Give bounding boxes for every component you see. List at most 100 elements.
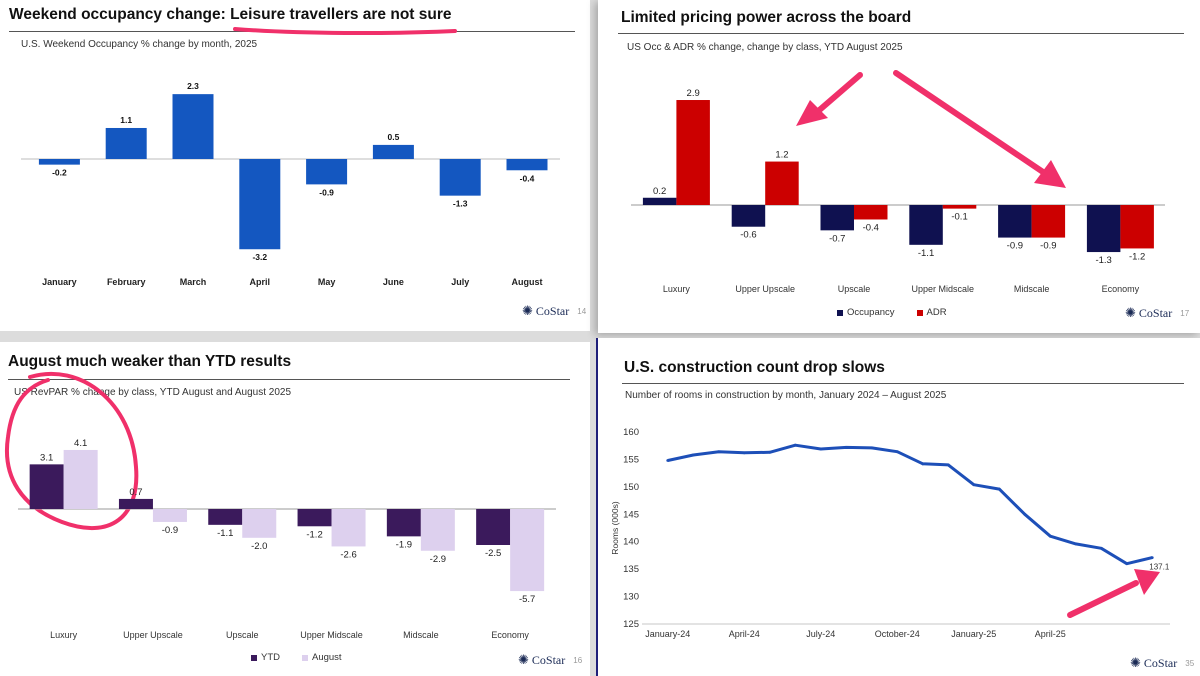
x-tick-october-24: October-24	[875, 629, 920, 639]
legend-label-ytd: YTD	[261, 652, 280, 663]
data-label-august-economy: -5.7	[519, 594, 535, 605]
bar-august	[506, 159, 548, 171]
x-tick-april: April	[250, 277, 271, 287]
bar-august-upper-upscale	[152, 509, 187, 522]
weekend-page-number: 14	[577, 306, 587, 316]
august-vs-ytd-panel: August much weaker than YTD results US R…	[0, 342, 590, 676]
data-label-august-luxury: 4.1	[74, 438, 87, 449]
legend-swatch-ytd	[251, 654, 257, 661]
arrow-annotation-icon	[796, 72, 863, 126]
x-tick-january: January	[42, 277, 77, 287]
data-label-occupancy-upper-midscale: -1.1	[918, 248, 934, 259]
bar-ytd-upper-midscale	[297, 509, 332, 527]
legend-label-august: August	[312, 652, 342, 663]
y-tick-155: 155	[623, 454, 639, 465]
data-label-august-upper-midscale: -2.6	[340, 549, 356, 560]
data-label-occupancy-economy: -1.3	[1095, 255, 1111, 266]
x-tick-luxury: Luxury	[50, 630, 78, 640]
pricing-brand: ✺ CoStar 17	[1125, 305, 1189, 321]
bar-ytd-luxury	[29, 464, 64, 509]
x-tick-upscale: Upscale	[226, 630, 259, 640]
data-label-adr-economy: -1.2	[1129, 251, 1145, 262]
data-label-ytd-luxury: 3.1	[40, 452, 53, 463]
data-point-2024-02	[691, 453, 695, 457]
data-point-2025-04	[1048, 534, 1052, 538]
x-tick-upper-midscale: Upper Midscale	[912, 284, 975, 294]
weekend-title-plain: Weekend occupancy change:	[9, 6, 231, 23]
y-tick-125: 125	[623, 619, 639, 630]
construction-page-number: 35	[1185, 658, 1195, 668]
construction-brand-name: CoStar	[1143, 655, 1178, 670]
x-tick-january-25: January-25	[951, 629, 996, 639]
x-tick-midscale: Midscale	[1014, 284, 1050, 294]
data-label-ytd-midscale: -1.9	[396, 539, 412, 550]
pricing-page-number: 17	[1180, 308, 1190, 318]
bar-adr-luxury	[676, 100, 710, 205]
bar-march	[172, 94, 214, 159]
bar-occupancy-midscale	[998, 205, 1032, 238]
data-label-august-upscale: -2.0	[251, 541, 267, 552]
circle-annotation-icon	[5, 371, 139, 531]
y-tick-130: 130	[623, 592, 639, 603]
data-label-june: 0.5	[387, 132, 399, 142]
weekend-underline-annotation	[233, 27, 457, 36]
bar-occupancy-economy	[1086, 205, 1121, 253]
x-tick-economy: Economy	[1102, 284, 1140, 294]
bar-august-luxury	[63, 449, 98, 509]
data-label-january: -0.2	[52, 168, 67, 178]
y-tick-150: 150	[623, 482, 639, 493]
bar-august-midscale	[420, 509, 455, 551]
august-legend: YTD August	[251, 652, 342, 663]
costar-logo-icon: ✺	[1130, 655, 1141, 670]
data-label-august-midscale: -2.9	[430, 554, 446, 565]
data-label-july: -1.3	[453, 199, 468, 209]
data-label-february: 1.1	[120, 115, 132, 125]
bar-ytd-midscale	[386, 509, 421, 537]
legend-item-adr: ADR	[916, 307, 947, 318]
data-point-2024-01	[666, 459, 670, 462]
august-subtitle: US RevPAR % change by class, YTD August …	[14, 387, 292, 398]
y-tick-145: 145	[623, 509, 639, 520]
construction-brand: ✺ CoStar 35	[1130, 655, 1194, 671]
data-label-occupancy-luxury: 0.2	[653, 186, 666, 197]
data-label-adr-upscale: -0.4	[863, 222, 879, 233]
bar-adr-midscale	[1031, 205, 1066, 238]
august-panel-title: August much weaker than YTD results	[8, 353, 292, 370]
construction-panel-title: U.S. construction count drop slows	[624, 359, 885, 376]
construction-series-line	[667, 443, 1153, 566]
bar-adr-upper-upscale	[765, 161, 799, 205]
data-label-occupancy-upscale: -0.7	[829, 233, 845, 244]
data-label-occupancy-upper-upscale: -0.6	[740, 230, 756, 241]
arrow-annotation-icon	[1067, 569, 1160, 618]
data-point-2024-08	[844, 445, 848, 449]
data-label-august-upper-upscale: -0.9	[162, 525, 178, 536]
data-point-2025-06	[1099, 546, 1103, 550]
weekend-brand: ✺ CoStar 14	[522, 303, 586, 319]
weekend-panel-title: Weekend occupancy change: Leisure travel…	[9, 6, 452, 24]
bar-adr-upper-midscale	[942, 205, 977, 209]
august-brand: ✺ CoStar 16	[518, 652, 582, 668]
bar-june	[372, 144, 414, 159]
legend-item-august: August	[302, 652, 342, 663]
x-tick-midscale: Midscale	[403, 630, 439, 640]
bar-january	[38, 159, 80, 165]
data-point-2025-01	[972, 483, 976, 487]
data-point-2025-02	[997, 487, 1001, 491]
costar-logo-icon: ✺	[522, 303, 533, 318]
data-label-ytd-economy: -2.5	[485, 548, 501, 559]
data-label-ytd-upper-midscale: -1.2	[306, 529, 322, 540]
arrow-annotation-icon	[893, 70, 1066, 188]
pricing-brand-name: CoStar	[1138, 305, 1173, 320]
data-point-2024-03	[717, 450, 721, 454]
bar-july	[439, 159, 481, 196]
bar-ytd-upscale	[208, 509, 243, 525]
legend-label-occupancy: Occupancy	[847, 307, 895, 318]
weekend-brand-name: CoStar	[535, 303, 570, 318]
bar-may	[306, 159, 348, 185]
bar-adr-economy	[1120, 205, 1154, 249]
data-label-march: 2.3	[187, 81, 199, 91]
bar-august-upscale	[242, 509, 277, 538]
data-point-2024-06	[793, 443, 797, 447]
pricing-power-chart: 0.2 2.9 Luxury -0.6 1.2 Upper Upscale -0.7 -0.4…	[631, 70, 1165, 294]
data-point-2024-12	[946, 463, 950, 467]
